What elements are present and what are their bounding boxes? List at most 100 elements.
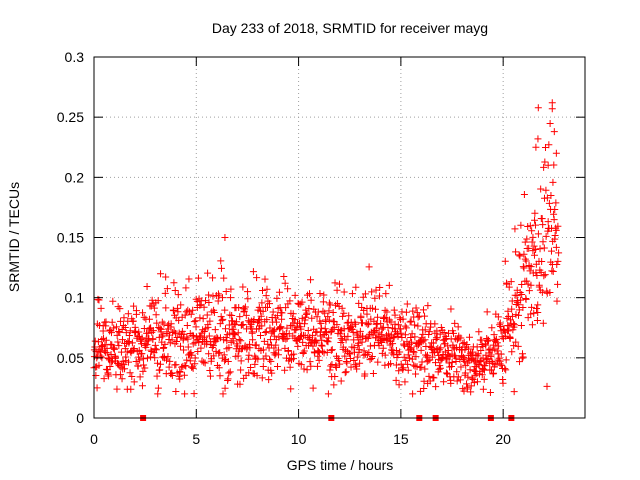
data-point <box>381 361 389 369</box>
data-point <box>100 375 108 383</box>
data-point <box>224 375 232 383</box>
data-point <box>302 310 310 318</box>
data-point <box>121 365 129 373</box>
data-point <box>365 348 373 356</box>
data-point <box>442 334 450 342</box>
data-point <box>228 312 236 320</box>
data-point <box>397 329 405 337</box>
data-point <box>215 364 223 372</box>
data-point <box>483 308 491 316</box>
data-point <box>242 311 250 319</box>
data-point <box>176 368 184 376</box>
data-point <box>188 351 196 359</box>
data-point <box>151 341 159 349</box>
data-point <box>392 346 400 354</box>
data-point <box>153 372 161 380</box>
data-point <box>527 310 535 318</box>
data-point <box>404 360 412 368</box>
data-point <box>282 304 290 312</box>
data-point <box>331 372 339 380</box>
data-point <box>433 334 441 342</box>
data-point <box>497 350 505 358</box>
data-point <box>384 323 392 331</box>
data-point <box>515 251 523 259</box>
data-point <box>504 327 512 335</box>
x-tick-label: 20 <box>495 431 511 447</box>
data-point <box>203 311 211 319</box>
data-point <box>473 378 481 386</box>
data-point <box>495 342 503 350</box>
data-point <box>352 362 360 370</box>
data-point <box>172 361 180 369</box>
data-point <box>219 294 227 302</box>
data-point <box>206 372 214 380</box>
data-point <box>350 336 358 344</box>
data-point <box>298 298 306 306</box>
data-point <box>294 342 302 350</box>
data-point <box>453 368 461 376</box>
data-point <box>376 283 384 291</box>
data-point <box>287 385 295 393</box>
data-point <box>263 285 271 293</box>
data-point <box>161 340 169 348</box>
data-point <box>368 304 376 312</box>
data-point <box>231 321 239 329</box>
data-point <box>136 373 144 381</box>
data-point <box>525 244 533 252</box>
data-point <box>389 340 397 348</box>
data-point <box>413 363 421 371</box>
data-point <box>496 360 504 368</box>
data-point <box>490 369 498 377</box>
data-point <box>414 313 422 321</box>
data-point <box>182 284 190 292</box>
data-point <box>523 235 531 243</box>
data-point <box>149 327 157 335</box>
data-point <box>303 366 311 374</box>
data-point <box>181 361 189 369</box>
x-axis-label: GPS time / hours <box>287 457 394 473</box>
data-point <box>545 199 553 207</box>
data-point <box>286 363 294 371</box>
data-point <box>546 119 554 127</box>
data-point <box>153 319 161 327</box>
data-point <box>526 222 534 230</box>
data-point <box>253 274 261 282</box>
data-point <box>547 192 555 200</box>
data-point <box>237 366 245 374</box>
data-point <box>259 346 267 354</box>
data-point <box>283 334 291 342</box>
data-point <box>349 328 357 336</box>
data-point <box>544 161 552 169</box>
data-point <box>235 336 243 344</box>
data-point <box>387 360 395 368</box>
data-point <box>229 317 237 325</box>
data-point <box>555 249 563 257</box>
data-point <box>215 349 223 357</box>
y-tick-label: 0.1 <box>65 290 85 306</box>
data-point <box>273 318 281 326</box>
data-point <box>119 336 127 344</box>
data-point <box>120 361 128 369</box>
data-point <box>402 324 410 332</box>
data-point <box>498 361 506 369</box>
data-point <box>211 326 219 334</box>
data-point <box>232 318 240 326</box>
data-point <box>125 358 133 366</box>
data-point <box>515 306 523 314</box>
data-point <box>217 257 225 265</box>
data-point <box>352 320 360 328</box>
data-point <box>199 326 207 334</box>
data-point <box>314 308 322 316</box>
data-point <box>189 332 197 340</box>
data-point <box>139 309 147 317</box>
data-point <box>411 333 419 341</box>
data-point <box>230 330 238 338</box>
x-tick-label: 5 <box>192 431 200 447</box>
data-point <box>528 238 536 246</box>
data-point <box>512 338 520 346</box>
data-point <box>191 354 199 362</box>
data-point <box>105 372 113 380</box>
data-point <box>97 352 105 360</box>
data-point <box>391 311 399 319</box>
